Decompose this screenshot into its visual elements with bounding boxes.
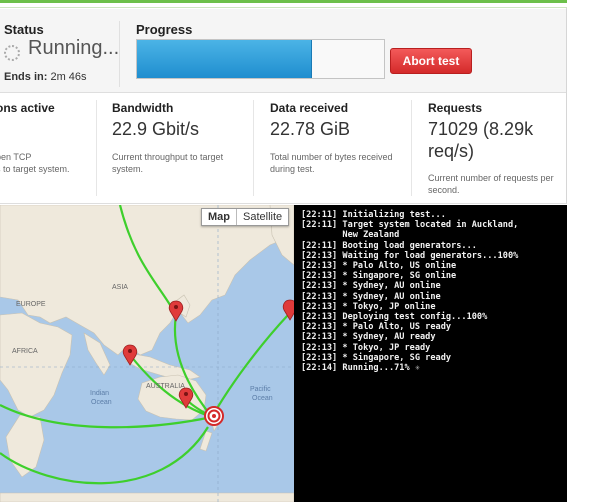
console-line: [22:13] * Singapore, SG online bbox=[301, 271, 457, 282]
divider bbox=[96, 100, 97, 196]
metric-desc-line: system. bbox=[112, 164, 144, 174]
loading-spinner-icon bbox=[4, 45, 20, 61]
console-line: [22:13] Deploying test config...100% bbox=[301, 312, 488, 323]
metric-value: 22.78 GiB bbox=[270, 119, 351, 139]
map-type-map-button[interactable]: Map bbox=[202, 209, 237, 225]
map-label-pacific-2: Ocean bbox=[252, 395, 273, 402]
india-landmass bbox=[83, 332, 111, 376]
divider bbox=[119, 21, 120, 87]
metric-bandwidth: Bandwidth 22.9 Gbit/s Current throughput… bbox=[112, 94, 262, 204]
metric-title: Data received bbox=[270, 101, 349, 115]
route-line bbox=[0, 404, 213, 429]
top-accent-bar bbox=[0, 0, 567, 8]
new-zealand-south-landmass bbox=[199, 430, 213, 452]
status-value: Running... bbox=[28, 37, 120, 59]
target-icon bbox=[204, 406, 224, 426]
metric-desc-line: Current throughput to target bbox=[112, 152, 224, 162]
progress-bar bbox=[136, 39, 385, 79]
console-line: [22:13] * Palo Alto, US ready bbox=[301, 322, 452, 333]
route-line bbox=[173, 314, 213, 418]
console-line: [22:13] * Palo Alto, US online bbox=[301, 261, 457, 272]
progress-bar-fill bbox=[137, 40, 313, 78]
console-line: [22:13] * Sydney, AU online bbox=[301, 281, 441, 292]
status-panel: Status Running... Ends in: 2m 46s Progre… bbox=[0, 9, 566, 93]
map-type-satellite-button[interactable]: Satellite bbox=[243, 211, 283, 223]
metric-requests: Requests 71029 (8.29k req/s) Current numb… bbox=[428, 94, 564, 204]
map-graphic: EUROPE ASIA AFRICA Indian Ocean AUSTRALI… bbox=[0, 205, 294, 502]
console-spinner-icon: ✳ bbox=[409, 363, 421, 374]
console-line: [22:13] * Sydney, AU ready bbox=[301, 332, 436, 343]
map-type-control: Map Satellite bbox=[201, 208, 290, 226]
metric-title: Bandwidth bbox=[112, 101, 174, 115]
map-label-australia: AUSTRALIA bbox=[146, 383, 185, 390]
metric-title: ons active bbox=[0, 101, 55, 115]
metric-desc-line: second. bbox=[428, 185, 460, 195]
metric-data-received: Data received 22.78 GiB Total number of … bbox=[270, 94, 410, 204]
africa-landmass bbox=[0, 312, 73, 418]
console-line: [22:14] Running...71% ✳ bbox=[301, 363, 421, 374]
console-line: [22:13] Waiting for load generators...10… bbox=[301, 250, 519, 261]
pin-sydney-icon bbox=[178, 387, 194, 409]
metric-desc-line: pen TCP bbox=[0, 152, 32, 162]
metric-title: Requests bbox=[428, 101, 483, 115]
status-label: Status bbox=[4, 22, 44, 37]
progress-label: Progress bbox=[136, 22, 193, 37]
console-line: [22:13] * Sydney, AU online bbox=[301, 291, 441, 302]
metrics-panel: ons active pen TCP s to target system. B… bbox=[0, 94, 566, 204]
metric-desc-line: during test. bbox=[270, 164, 315, 174]
map-label-africa: AFRICA bbox=[12, 348, 38, 355]
map-pins bbox=[122, 299, 294, 426]
pin-singapore-icon bbox=[122, 344, 138, 366]
pin-tokyo-icon bbox=[168, 300, 184, 322]
metric-desc-line: Current number of requests per bbox=[428, 173, 554, 183]
panel-right-border bbox=[566, 8, 567, 204]
ends-in: Ends in: 2m 46s bbox=[4, 71, 87, 83]
pin-paloalto-icon bbox=[282, 299, 294, 321]
route-line bbox=[129, 354, 213, 419]
console-log: [22:11] Initializing test... [22:11] Targ… bbox=[294, 205, 567, 502]
world-map[interactable]: EUROPE ASIA AFRICA Indian Ocean AUSTRALI… bbox=[0, 205, 294, 502]
map-label-europe: EUROPE bbox=[16, 301, 46, 308]
metric-connections: ons active pen TCP s to target system. bbox=[0, 94, 106, 204]
console-line: [22:13] * Singapore, SG ready bbox=[301, 352, 452, 363]
map-label-indian-2: Ocean bbox=[91, 399, 112, 406]
map-label-asia: ASIA bbox=[112, 284, 128, 291]
console-line: [22:13] * Tokyo, JP online bbox=[301, 301, 436, 312]
metric-desc-line: Total number of bytes received bbox=[270, 152, 393, 162]
route-line bbox=[211, 314, 289, 418]
divider bbox=[411, 100, 412, 196]
map-label-pacific-1: Pacific bbox=[250, 386, 271, 393]
eurasia-landmass bbox=[0, 205, 294, 356]
metric-desc-line: s to target system. bbox=[0, 164, 70, 174]
route-line bbox=[0, 426, 209, 485]
divider bbox=[253, 100, 254, 196]
abort-test-button[interactable]: Abort test bbox=[390, 48, 472, 74]
map-label-indian-1: Indian bbox=[90, 390, 109, 397]
ends-in-value: 2m 46s bbox=[50, 71, 87, 83]
console-line: [22:13] * Tokyo, JP ready bbox=[301, 342, 431, 353]
console-line: [22:11] Booting load generators... bbox=[301, 240, 477, 251]
console-line: New Zealand bbox=[301, 230, 400, 241]
metric-value: 22.9 Gbit/s bbox=[112, 119, 200, 139]
console-line: [22:11] Target system located in Aucklan… bbox=[301, 220, 519, 231]
antarctica-landmass bbox=[0, 492, 294, 502]
metric-value: 71029 (8.29k req/s) bbox=[428, 119, 534, 161]
console-line: [22:11] Initializing test... bbox=[301, 210, 446, 220]
southern-africa-landmass bbox=[5, 414, 45, 478]
ends-in-label: Ends in: bbox=[4, 71, 48, 83]
